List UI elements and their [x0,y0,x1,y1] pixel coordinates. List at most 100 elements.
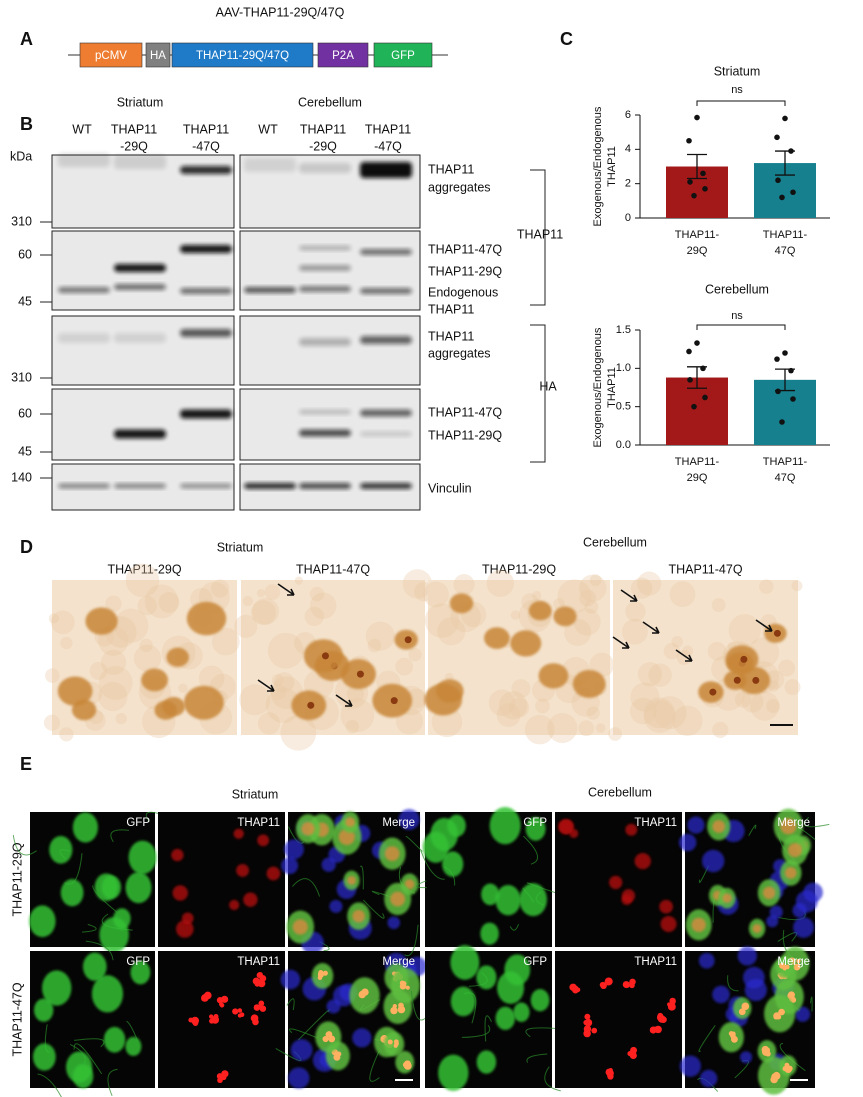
y-tick-label: 0.5 [616,401,631,413]
background-speck [294,576,303,585]
cell [447,814,466,837]
aggregate [256,979,262,986]
aggregate [604,979,611,986]
dapi [280,969,301,990]
aggregate [730,1032,736,1039]
background-speck [98,666,133,700]
background-speck [589,652,615,678]
aggregate [622,981,630,988]
background-speck [211,579,230,598]
nucleus-signal [608,875,623,890]
background-speck [309,586,325,602]
channel-label: GFP [126,817,150,829]
background-speck [408,648,422,662]
x-tick-label: 29Q [687,245,708,257]
background-speck [139,638,153,653]
background-speck [553,598,565,610]
aggregate [256,972,263,979]
dapi [387,916,401,930]
ihc-image [613,580,798,735]
panel-label: D [20,537,33,557]
significance-bracket [696,100,786,106]
neurite [748,824,757,836]
data-point [691,192,697,199]
neurite [509,924,520,931]
nucleus-signal [347,875,357,885]
blot-band [114,284,166,290]
neurite [779,1042,806,1072]
cell [476,965,497,990]
region-label: Striatum [117,95,164,109]
significance-bracket [696,324,786,330]
nucleus-signal [659,899,673,914]
cell [125,872,152,904]
segment-label: P2A [332,50,354,62]
background-speck [669,581,696,608]
background-speck [630,682,660,712]
background-speck [98,681,128,712]
y-tick-label: 2 [625,178,631,190]
neurite [359,865,364,890]
neurite [416,880,427,889]
data-point [686,348,692,355]
data-point [687,377,693,383]
blot-band [299,483,351,489]
y-tick-label: 4 [625,143,631,155]
background-speck [767,680,780,692]
marker-label: 310 [11,214,32,228]
nucleus-signal [762,886,776,900]
nucleus-signal [266,866,281,881]
row-label: THAP11-47Q [10,982,24,1056]
blot-band [299,338,351,346]
aggregate [793,963,801,971]
background-speck [105,595,122,612]
marker-label: 140 [11,470,32,484]
panel-label: E [20,754,32,774]
blot-band [180,245,232,253]
background-speck [643,697,675,729]
background-speck [750,691,780,721]
background-speck [579,574,607,602]
inclusion [733,676,741,684]
neurite [82,923,97,933]
nucleus-signal [780,818,797,835]
background-speck [367,638,382,653]
dapi [737,946,757,966]
dapi [712,985,730,1004]
background-speck [309,592,337,620]
dapi [739,1051,753,1064]
dapi [679,1055,701,1077]
aggregate [252,1018,259,1026]
aggregate [627,1050,633,1057]
band-label: THAP11 [428,162,474,176]
error-bar [687,153,707,180]
aggregate [778,1008,785,1016]
aggregate [600,982,607,990]
background-speck [511,679,531,698]
band-label: THAP11-47Q [428,242,502,256]
blot-band [180,329,232,337]
lane-label: WT [258,122,278,136]
background-speck [271,674,284,686]
neurite [544,1066,561,1092]
blot-band [114,155,166,169]
blot-band [244,158,296,172]
dapi [678,833,697,852]
nucleus-signal [784,866,797,879]
band-label: THAP11-29Q [428,428,502,442]
condition-label: THAP11-47Q [668,562,742,576]
region-label: Cerebellum [298,95,362,109]
background-speck [264,584,281,600]
data-point [779,194,785,201]
background-speck [137,595,157,616]
band-label: Vinculin [428,481,472,495]
blot-band [299,429,351,437]
dapi [398,808,420,831]
aggregate [761,1047,770,1056]
blot-band [114,264,166,272]
neurite [37,1073,62,1097]
background-speck [622,618,648,645]
band-label: aggregates [428,346,491,360]
blot-band [360,288,412,294]
